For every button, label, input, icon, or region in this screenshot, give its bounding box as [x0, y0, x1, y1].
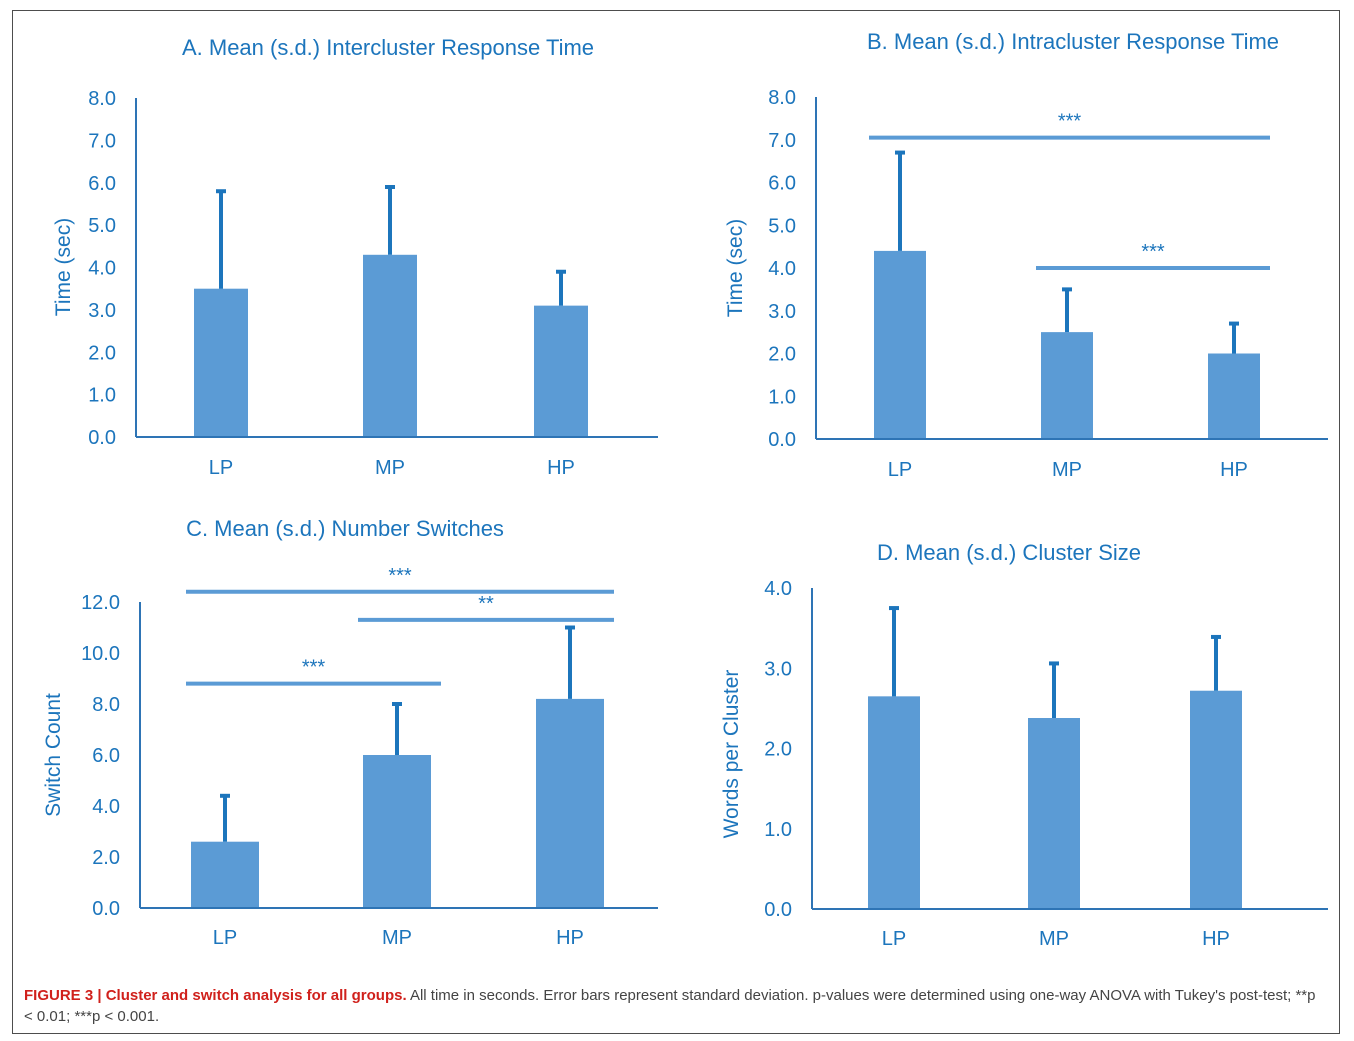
chart-d-bar: [868, 696, 920, 909]
chart-b-bar: [1041, 332, 1093, 439]
chart-d-ylabel: Words per Cluster: [720, 670, 743, 839]
chart-c-ytick: 4.0: [92, 796, 120, 818]
chart-b-significance-label: ***: [1141, 241, 1165, 263]
chart-a-bar: [194, 288, 248, 437]
chart-d-title: D. Mean (s.d.) Cluster Size: [877, 540, 1141, 565]
chart-d-ytick: 3.0: [764, 658, 792, 680]
chart-a-title: A. Mean (s.d.) Intercluster Response Tim…: [182, 35, 594, 60]
chart-c-significance-label: ***: [388, 565, 412, 587]
chart-c-xtick: LP: [213, 927, 237, 949]
chart-a-xtick: HP: [547, 457, 575, 479]
chart-d-ytick: 1.0: [764, 819, 792, 841]
chart-a-ytick: 2.0: [88, 342, 116, 364]
chart-b-ylabel: Time (sec): [724, 219, 747, 317]
chart-a-bar: [534, 305, 588, 437]
chart-b-ytick: 4.0: [768, 258, 796, 280]
chart-d-ytick: 0.0: [764, 899, 792, 921]
chart-d-xtick: LP: [882, 928, 906, 950]
chart-b-ytick: 2.0: [768, 344, 796, 366]
chart-b-ytick: 1.0: [768, 386, 796, 408]
chart-c-ytick: 0.0: [92, 898, 120, 920]
chart-c-significance-label: **: [478, 593, 494, 615]
chart-a-ylabel: Time (sec): [52, 218, 75, 316]
chart-a-xtick: MP: [375, 457, 405, 479]
chart-a-ytick: 0.0: [88, 427, 116, 449]
chart-c-title: C. Mean (s.d.) Number Switches: [186, 516, 504, 541]
chart-b-ytick: 7.0: [768, 130, 796, 152]
chart-c-ytick: 6.0: [92, 745, 120, 767]
caption-label: FIGURE 3 | Cluster and switch analysis f…: [24, 987, 407, 1004]
chart-b-xtick: HP: [1220, 459, 1248, 481]
chart-b-bar: [1208, 353, 1260, 439]
chart-c-xtick: HP: [556, 927, 584, 949]
chart-a-bar: [363, 254, 417, 437]
chart-c-bar: [363, 755, 431, 908]
chart-d-ytick: 2.0: [764, 739, 792, 761]
chart-c-ytick: 8.0: [92, 694, 120, 716]
chart-c-bar: [536, 698, 604, 908]
chart-a-ytick: 6.0: [88, 173, 116, 195]
figure-frame: [12, 10, 1340, 1034]
chart-b-bar: [874, 250, 926, 439]
chart-a-ytick: 8.0: [88, 88, 116, 110]
chart-c-ytick: 2.0: [92, 847, 120, 869]
chart-c-xtick: MP: [382, 927, 412, 949]
chart-b-title: B. Mean (s.d.) Intracluster Response Tim…: [867, 29, 1279, 54]
chart-b-xtick: LP: [888, 459, 912, 481]
chart-c-ylabel: Switch Count: [42, 693, 65, 817]
chart-d-xtick: HP: [1202, 928, 1230, 950]
chart-a-ytick: 3.0: [88, 300, 116, 322]
chart-b-ytick: 0.0: [768, 429, 796, 451]
chart-d-bar: [1028, 718, 1080, 909]
figure-caption: FIGURE 3 | Cluster and switch analysis f…: [24, 985, 1324, 1027]
chart-b-significance-label: ***: [1058, 111, 1082, 133]
chart-b-ytick: 8.0: [768, 87, 796, 109]
chart-a-ytick: 7.0: [88, 130, 116, 152]
chart-a-ytick: 5.0: [88, 215, 116, 237]
chart-b-ytick: 6.0: [768, 173, 796, 195]
chart-d-bar: [1190, 690, 1242, 909]
chart-d-ytick: 4.0: [764, 578, 792, 600]
chart-b-ytick: 3.0: [768, 301, 796, 323]
chart-a-xtick: LP: [209, 457, 233, 479]
chart-b-xtick: MP: [1052, 459, 1082, 481]
caption-text: All time in seconds. Error bars represen…: [24, 987, 1316, 1025]
chart-d-xtick: MP: [1039, 928, 1069, 950]
chart-c-ytick: 10.0: [81, 643, 120, 665]
chart-b-ytick: 5.0: [768, 215, 796, 237]
charts-canvas: A. Mean (s.d.) Intercluster Response Tim…: [42, 29, 1328, 950]
chart-a-ytick: 4.0: [88, 258, 116, 280]
chart-c-bar: [191, 841, 259, 908]
chart-a-ytick: 1.0: [88, 385, 116, 407]
chart-c-significance-label: ***: [302, 657, 326, 679]
chart-c-ytick: 12.0: [81, 592, 120, 614]
